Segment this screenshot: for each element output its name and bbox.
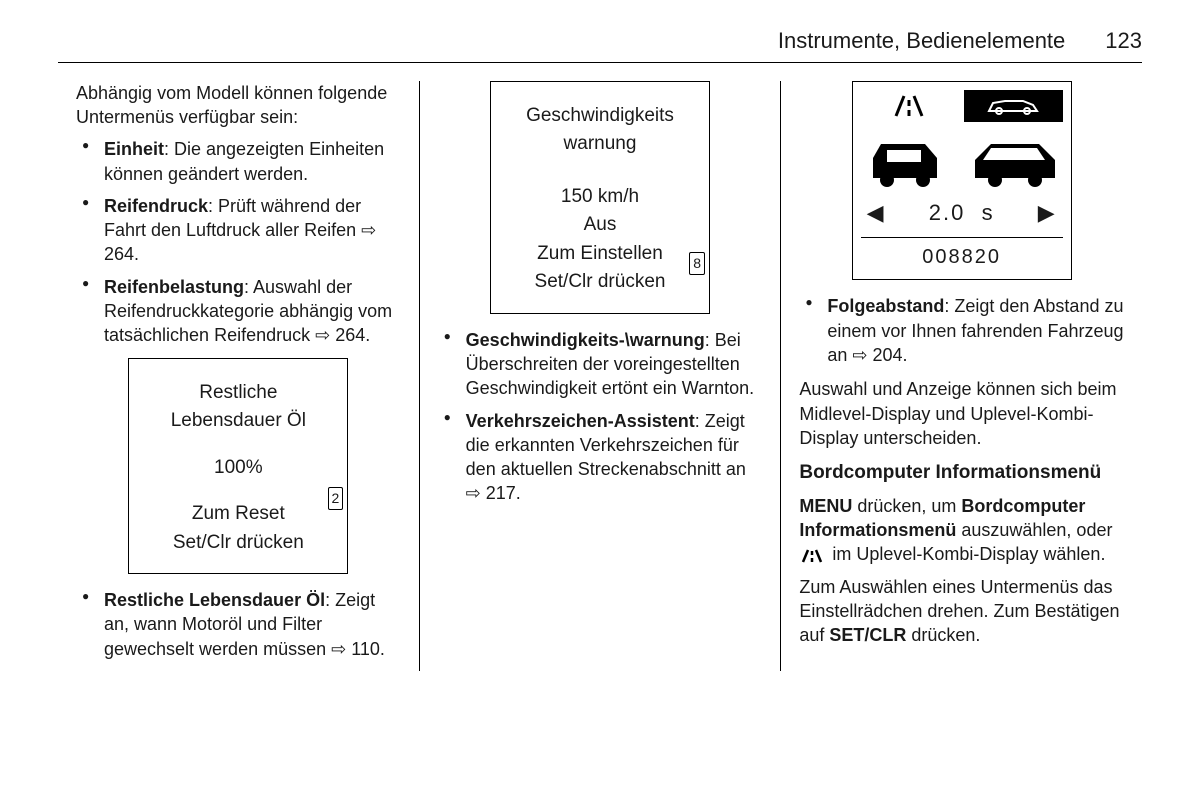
list-item: Reifenbelastung: Auswahl der Reifendruck… [76,275,401,348]
column-3: ◀ 2.0 s ▶ 008820 Folgeabstand: Zeigt den… [780,81,1142,671]
panel-line: Restliche [139,379,337,408]
term-speed-warn: Geschwindigkeits-\warnung [466,330,705,350]
list-item: Folgeabstand: Zeigt den Abstand zu einem… [799,294,1124,367]
page-header: Instrumente, Bedienelemente 123 [58,26,1142,63]
panel-line: Geschwindigkeits [501,102,699,131]
car-rear-icon [865,138,945,188]
distance-row: ◀ 2.0 s ▶ [861,192,1063,238]
term-oil: Restliche Lebensdauer Öl [104,590,325,610]
col3-para3: Zum Auswählen eines Untermenüs das Einst… [799,575,1124,648]
col2-list: Geschwindigkeits-\warnung: Bei Überschre… [438,328,763,506]
list-item: Reifendruck: Prüft während der Fahrt den… [76,194,401,267]
col3-para1: Auswahl und Anzeige können sich beim Mid… [799,377,1124,450]
list-item: Verkehrszeichen-Assistent: Zeigt die erk… [438,409,763,506]
lane-icon [890,94,930,118]
panel-line: warnung [501,130,699,159]
list-item: Restliche Lebensdauer Öl: Zeigt an, wann… [76,588,401,661]
oil-life-display: Restliche Lebensdauer Öl 2 100% Zum Rese… [128,358,348,575]
setclr-label: SET/CLR [829,625,906,645]
tab-car [964,90,1063,122]
panel-line: Lebensdauer Öl [139,407,337,436]
panel-line: Set/Clr drücken [501,268,699,297]
subheading: Bordcomputer Informationsmenü [799,460,1124,486]
cars-row [861,130,1063,192]
speed-warning-display: Geschwindigkeits warnung 150 km/h 8 Aus … [490,81,710,314]
col1-list: Einheit: Die angezeigten Einheiten könne… [76,137,401,347]
col1-intro: Abhängig vom Modell können folgende Unte… [76,81,401,130]
panel-line: Zum Reset [139,500,337,529]
panel-line: Zum Einstellen [501,240,699,269]
col1-list-2: Restliche Lebensdauer Öl: Zeigt an, wann… [76,588,401,661]
term-follow: Folgeabstand [827,296,944,316]
term-einheit: Einheit [104,139,164,159]
col3-list: Folgeabstand: Zeigt den Abstand zu einem… [799,294,1124,367]
panel-line: Set/Clr drücken [139,529,337,558]
col3-para2: MENU drücken, um Bordcomputer Informatio… [799,494,1124,567]
car-side-icon [983,95,1043,117]
car-front-icon [971,138,1059,188]
panel-tag: 2 [328,487,344,510]
left-arrow-icon: ◀ [867,198,886,228]
list-item: Geschwindigkeits-\warnung: Bei Überschre… [438,328,763,401]
panel-state: Aus [501,211,699,240]
list-item: Einheit: Die angezeigten Einheiten könne… [76,137,401,186]
panel-tag: 8 [689,252,705,275]
chapter-title: Instrumente, Bedienelemente [778,26,1065,56]
term-reifenbelastung: Reifenbelastung [104,277,244,297]
following-distance-display: ◀ 2.0 s ▶ 008820 [852,81,1072,281]
column-2: Geschwindigkeits warnung 150 km/h 8 Aus … [419,81,781,671]
term-reifendruck: Reifendruck [104,196,208,216]
right-arrow-icon: ▶ [1038,198,1057,228]
tabs [861,90,1063,122]
tab-lane [861,90,960,122]
odometer: 008820 [861,237,1063,271]
content-columns: Abhängig vom Modell können folgende Unte… [58,81,1142,671]
column-1: Abhängig vom Modell können folgende Unte… [58,81,419,671]
panel-speed: 150 km/h [501,183,699,212]
distance-value: 2.0 s [929,198,995,228]
page-number: 123 [1105,26,1142,56]
panel-value: 100% [139,454,337,483]
lane-menu-icon [799,542,827,566]
term-traffic-sign: Verkehrszeichen-Assistent [466,411,695,431]
menu-label: MENU [799,496,852,516]
